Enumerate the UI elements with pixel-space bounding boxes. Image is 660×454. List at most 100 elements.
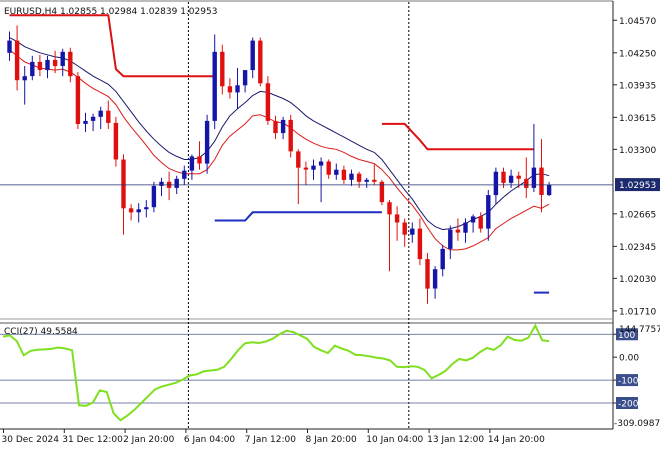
candle-body: [546, 184, 552, 196]
candle: [60, 48, 65, 77]
candle: [30, 55, 35, 81]
candle-body: [372, 179, 377, 182]
candle: [128, 204, 134, 221]
candle-body: [227, 86, 233, 93]
candle: [182, 165, 187, 185]
candle-body: [326, 161, 331, 175]
price-tick-label: 1.02345: [619, 243, 656, 253]
candle-body: [493, 171, 499, 196]
candle-body: [14, 40, 20, 81]
candle: [113, 116, 119, 167]
candle-body: [250, 40, 255, 71]
candle: [387, 200, 392, 272]
candle-body: [22, 76, 27, 81]
candle-body: [311, 165, 316, 170]
candle-body: [144, 207, 149, 210]
candle-body: [303, 167, 309, 170]
candle: [273, 115, 278, 140]
cci-indicator: 100 0.00 -100 -200 144.7757 -309.0987: [0, 323, 660, 429]
candle-body: [470, 216, 476, 223]
cci-max-label: 144.7757: [619, 325, 660, 335]
candle-body: [455, 229, 461, 233]
psar-segment: [9, 14, 215, 78]
candle: [159, 177, 164, 197]
candle: [372, 164, 377, 185]
price-tick-label: 1.03935: [619, 81, 656, 91]
candle: [341, 165, 347, 184]
candle: [14, 25, 20, 91]
candle: [45, 55, 50, 79]
candle: [296, 149, 301, 205]
price-tick-label: 1.02030: [619, 275, 656, 285]
candle: [250, 37, 255, 79]
candle: [258, 37, 263, 87]
candle-body: [334, 169, 339, 175]
time-tick-label: 30 Dec 2024: [2, 435, 60, 445]
candle: [52, 50, 58, 74]
candle: [83, 112, 88, 133]
candle-body: [463, 222, 468, 233]
candle-body: [128, 208, 134, 213]
candle: [417, 218, 423, 266]
candle: [334, 163, 339, 180]
symbol-header: EURUSD,H4 1.02855 1.02984 1.02839 1.0295…: [4, 7, 217, 17]
candle: [288, 114, 293, 158]
candle: [470, 214, 476, 233]
cci-level-badge: [616, 328, 638, 341]
cci-level-label: -200: [618, 400, 639, 410]
candle: [364, 177, 369, 188]
candle: [204, 114, 210, 174]
candle-body: [265, 83, 271, 121]
candle-body: [37, 61, 43, 70]
candle-body: [136, 209, 141, 213]
candle-body: [75, 76, 81, 124]
candle-body: [197, 156, 202, 164]
candle-body: [508, 175, 514, 183]
time-tick-label: 31 Dec 12:00: [62, 435, 123, 445]
cci-label: CCI(27) 49.5584: [4, 327, 78, 337]
candle-body: [30, 61, 35, 77]
candle: [394, 206, 400, 241]
candle-body: [68, 51, 73, 77]
cci-level-label: 0.00: [619, 354, 639, 364]
candle-body: [364, 179, 369, 182]
candle: [144, 200, 149, 218]
candle-body: [356, 173, 362, 182]
price-tick-label: 1.01710: [619, 307, 656, 317]
candle: [68, 47, 73, 83]
candle-body: [159, 181, 164, 186]
candle-body: [174, 178, 179, 188]
candle-body: [318, 161, 324, 166]
time-tick-label: 14 Jan 20:00: [488, 435, 545, 445]
candle-body: [220, 51, 225, 87]
candle: [98, 106, 103, 130]
candle-body: [60, 51, 65, 66]
psar-segment: [381, 122, 534, 151]
candle: [425, 252, 430, 304]
candles: [0, 25, 613, 304]
moving-average-fast: [9, 49, 550, 251]
parabolic-sar: [9, 14, 550, 294]
candle: [265, 76, 271, 125]
candle: [280, 116, 286, 140]
moving-averages: [9, 37, 550, 251]
candle-body: [204, 120, 210, 164]
candle: [349, 169, 354, 186]
candle-body: [402, 222, 407, 235]
candle-body: [417, 228, 423, 260]
candle-body: [394, 214, 400, 223]
time-tick-label: 13 Jan 12:00: [427, 435, 484, 445]
candle-body: [273, 120, 278, 134]
candle-body: [7, 40, 12, 53]
time-tick-label: 6 Jan 04:00: [184, 435, 236, 445]
candle: [227, 78, 233, 99]
candle: [311, 159, 316, 180]
cci-min-label: -309.0987: [614, 419, 660, 429]
candle-body: [531, 167, 537, 188]
candle-body: [90, 116, 96, 121]
candle: [539, 139, 544, 213]
candle-body: [235, 85, 240, 93]
price-axis: 1.04570 1.04250 1.03935 1.03615 1.03300 1.026…: [613, 17, 660, 317]
